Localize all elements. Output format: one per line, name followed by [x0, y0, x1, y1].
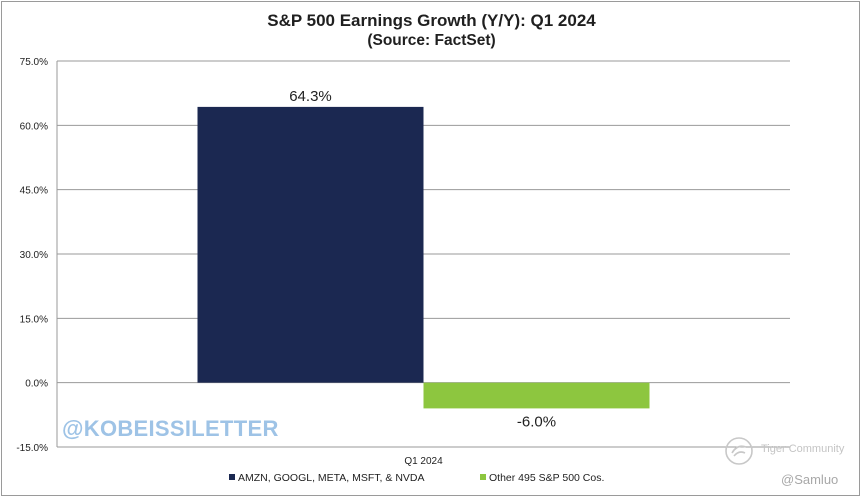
author-handle: @Samluo — [781, 472, 839, 487]
bar — [423, 382, 650, 409]
legend-swatch — [480, 474, 486, 480]
watermark-text: @KOBEISSILETTER — [62, 416, 279, 441]
bar-data-label: -6.0% — [517, 413, 556, 430]
legend-label: Other 495 S&P 500 Cos. — [489, 472, 604, 484]
y-tick-label: 45.0% — [20, 186, 48, 197]
legend-label: AMZN, GOOGL, META, MSFT, & NVDA — [238, 472, 425, 484]
y-tick-label: -15.0% — [16, 443, 48, 454]
x-category-label: Q1 2024 — [404, 456, 443, 467]
chart-subtitle: (Source: FactSet) — [367, 32, 496, 49]
y-tick-label: 75.0% — [20, 57, 48, 68]
tiger-logo-icon — [725, 437, 753, 465]
y-tick-label: 30.0% — [20, 250, 48, 261]
bar-data-label: 64.3% — [289, 88, 332, 105]
y-tick-label: 60.0% — [20, 121, 48, 132]
chart-title: S&P 500 Earnings Growth (Y/Y): Q1 2024 — [267, 11, 596, 30]
y-tick-label: 0.0% — [25, 379, 48, 390]
bar — [197, 106, 424, 383]
legend-swatch — [229, 474, 235, 480]
tiger-community-text: Tiger Community — [761, 443, 845, 455]
y-tick-label: 15.0% — [20, 314, 48, 325]
